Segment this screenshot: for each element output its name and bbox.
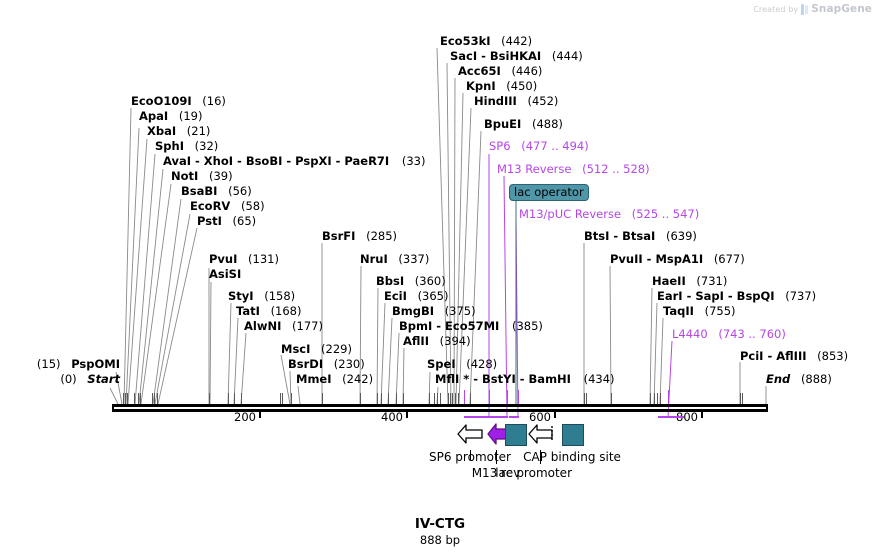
primer-bar-m13-reverse — [490, 416, 508, 418]
feature-label-lac-operator[interactable]: lac operator — [509, 184, 589, 201]
enzyme-label-bpmi[interactable]: BpmI - Eco57MI (385) — [399, 319, 543, 333]
caption-stem-m13rev — [496, 450, 497, 464]
enzyme-label-taqii[interactable]: TaqII (755) — [663, 304, 736, 318]
watermark-brand: SnapGene — [811, 3, 872, 15]
enzyme-label-msci[interactable]: MscI (229) — [281, 342, 352, 356]
enzyme-label-pspomi[interactable]: (15) PspOMI — [36, 357, 120, 371]
enzyme-label-acc65i[interactable]: Acc65I (446) — [458, 64, 543, 78]
feature-caption-m13-rev[interactable]: M13 rev — [471, 466, 521, 480]
ruler-label-200: 200 — [234, 410, 256, 424]
enzyme-label-bsabi[interactable]: BsaBI (56) — [181, 184, 252, 198]
feature-box-lac-operator[interactable] — [505, 424, 527, 446]
page-title: IV-CTG — [414, 516, 466, 532]
primer-label-sp6[interactable]: SP6 (477 .. 494) — [489, 139, 589, 153]
ruler-label-800: 800 — [676, 410, 698, 424]
enzyme-label-bpuei[interactable]: BpuEI (488) — [484, 117, 563, 131]
enzyme-label-ecoo109i[interactable]: EcoO109I (16) — [131, 94, 226, 108]
snapgene-logo-icon — [801, 3, 809, 15]
snapgene-watermark: Created by SnapGene — [753, 3, 872, 15]
enzyme-label-ecii[interactable]: EciI (365) — [384, 289, 449, 303]
ruler-tick-600 — [554, 411, 556, 418]
enzyme-label-haeii[interactable]: HaeII (731) — [652, 274, 728, 288]
sequence-end-cap — [766, 404, 768, 412]
enzyme-label-ecorv[interactable]: EcoRV (58) — [190, 199, 265, 213]
feature-box-cap-binding-site[interactable] — [562, 424, 584, 446]
enzyme-label-pcii[interactable]: PciI - AflIII (853) — [740, 349, 849, 363]
feature-track — [0, 422, 880, 448]
enzyme-label-bsrdi[interactable]: BsrDI (230) — [288, 357, 365, 371]
enzyme-label-mfli-group[interactable]: MflI * - BstYI - BamHI (434) — [435, 372, 615, 386]
feature-caption-cap-binding-site[interactable]: CAP binding site — [523, 450, 621, 464]
enzyme-label-aflii[interactable]: AflII (394) — [403, 334, 471, 348]
feature-caption-sp6-promoter[interactable]: SP6 promoter — [429, 450, 511, 464]
primer-label-m13-puc-reverse[interactable]: M13/pUC Reverse (525 .. 547) — [519, 207, 700, 221]
enzyme-label-apai[interactable]: ApaI (19) — [139, 109, 203, 123]
sequence-line-top — [112, 404, 768, 407]
ruler-label-600: 600 — [529, 410, 551, 424]
caption-stem-lac-promoter — [540, 450, 541, 464]
enzyme-label-spei[interactable]: SpeI (428) — [427, 357, 498, 371]
enzyme-label-bsrfi[interactable]: BsrFI (285) — [322, 229, 398, 243]
sequence-line-bottom — [112, 409, 768, 412]
primer-bar-m13-puc-reverse — [509, 416, 519, 418]
enzyme-label-pvuii[interactable]: PvuII - MspA1I (677) — [610, 252, 745, 266]
enzyme-label-eari[interactable]: EarI - SapI - BspQI (737) — [657, 289, 817, 303]
ruler-tick-800 — [701, 411, 703, 418]
enzyme-label-bbsi[interactable]: BbsI (360) — [376, 274, 446, 288]
enzyme-label-bmgbi[interactable]: BmgBI (375) — [392, 304, 476, 318]
feature-caption-lac-promoter[interactable]: lac promoter — [495, 466, 572, 480]
enzyme-label-nrui[interactable]: NruI (337) — [360, 252, 430, 266]
enzyme-label-pvui[interactable]: PvuI (131) — [209, 252, 279, 266]
caption-stem-sp6 — [470, 450, 471, 460]
enzyme-label-asisi[interactable]: AsiSI — [209, 267, 242, 281]
ruler-tick-200 — [259, 411, 261, 418]
enzyme-label-sphi[interactable]: SphI (32) — [155, 139, 219, 153]
enzyme-label-avai-group[interactable]: AvaI - XhoI - BsoBI - PspXI - PaeR7I (33… — [163, 154, 426, 168]
enzyme-label-styi[interactable]: StyI (158) — [228, 289, 296, 303]
enzyme-label-tati[interactable]: TatI (168) — [236, 304, 302, 318]
enzyme-label-hindiii[interactable]: HindIII (452) — [474, 94, 559, 108]
enzyme-label-eco53ki[interactable]: Eco53kI (442) — [440, 34, 533, 48]
enzyme-label-mmei[interactable]: MmeI (242) — [296, 372, 374, 386]
enzyme-label-kpni[interactable]: KpnI (450) — [466, 79, 538, 93]
feature-arrow-sp6-promoter[interactable] — [457, 422, 483, 446]
plasmid-length: 888 bp — [419, 533, 461, 547]
terminus-label-start[interactable]: (0) Start — [60, 372, 120, 386]
primer-bar-l4440 — [658, 416, 684, 418]
feature-arrow-lac-promoter[interactable] — [528, 422, 556, 446]
primer-label-l4440[interactable]: L4440 (743 .. 760) — [672, 327, 786, 341]
sequence-start-cap — [112, 404, 114, 412]
enzyme-label-xbai[interactable]: XbaI (21) — [147, 124, 211, 138]
terminus-label-end[interactable]: End (888) — [766, 372, 832, 386]
enzyme-label-psti[interactable]: PstI (65) — [197, 214, 257, 228]
watermark-prefix: Created by — [753, 4, 799, 14]
enzyme-label-btsi[interactable]: BtsI - BtsaI (639) — [584, 229, 697, 243]
primer-label-m13-reverse[interactable]: M13 Reverse (512 .. 528) — [497, 162, 650, 176]
enzyme-label-noti[interactable]: NotI (39) — [171, 169, 233, 183]
enzyme-label-alwni[interactable]: AlwNI (177) — [244, 319, 323, 333]
ruler-tick-400 — [406, 411, 408, 418]
ruler-label-400: 400 — [381, 410, 403, 424]
primer-bar-sp6 — [464, 416, 490, 418]
enzyme-label-saci[interactable]: SacI - BsiHKAI (444) — [450, 49, 583, 63]
